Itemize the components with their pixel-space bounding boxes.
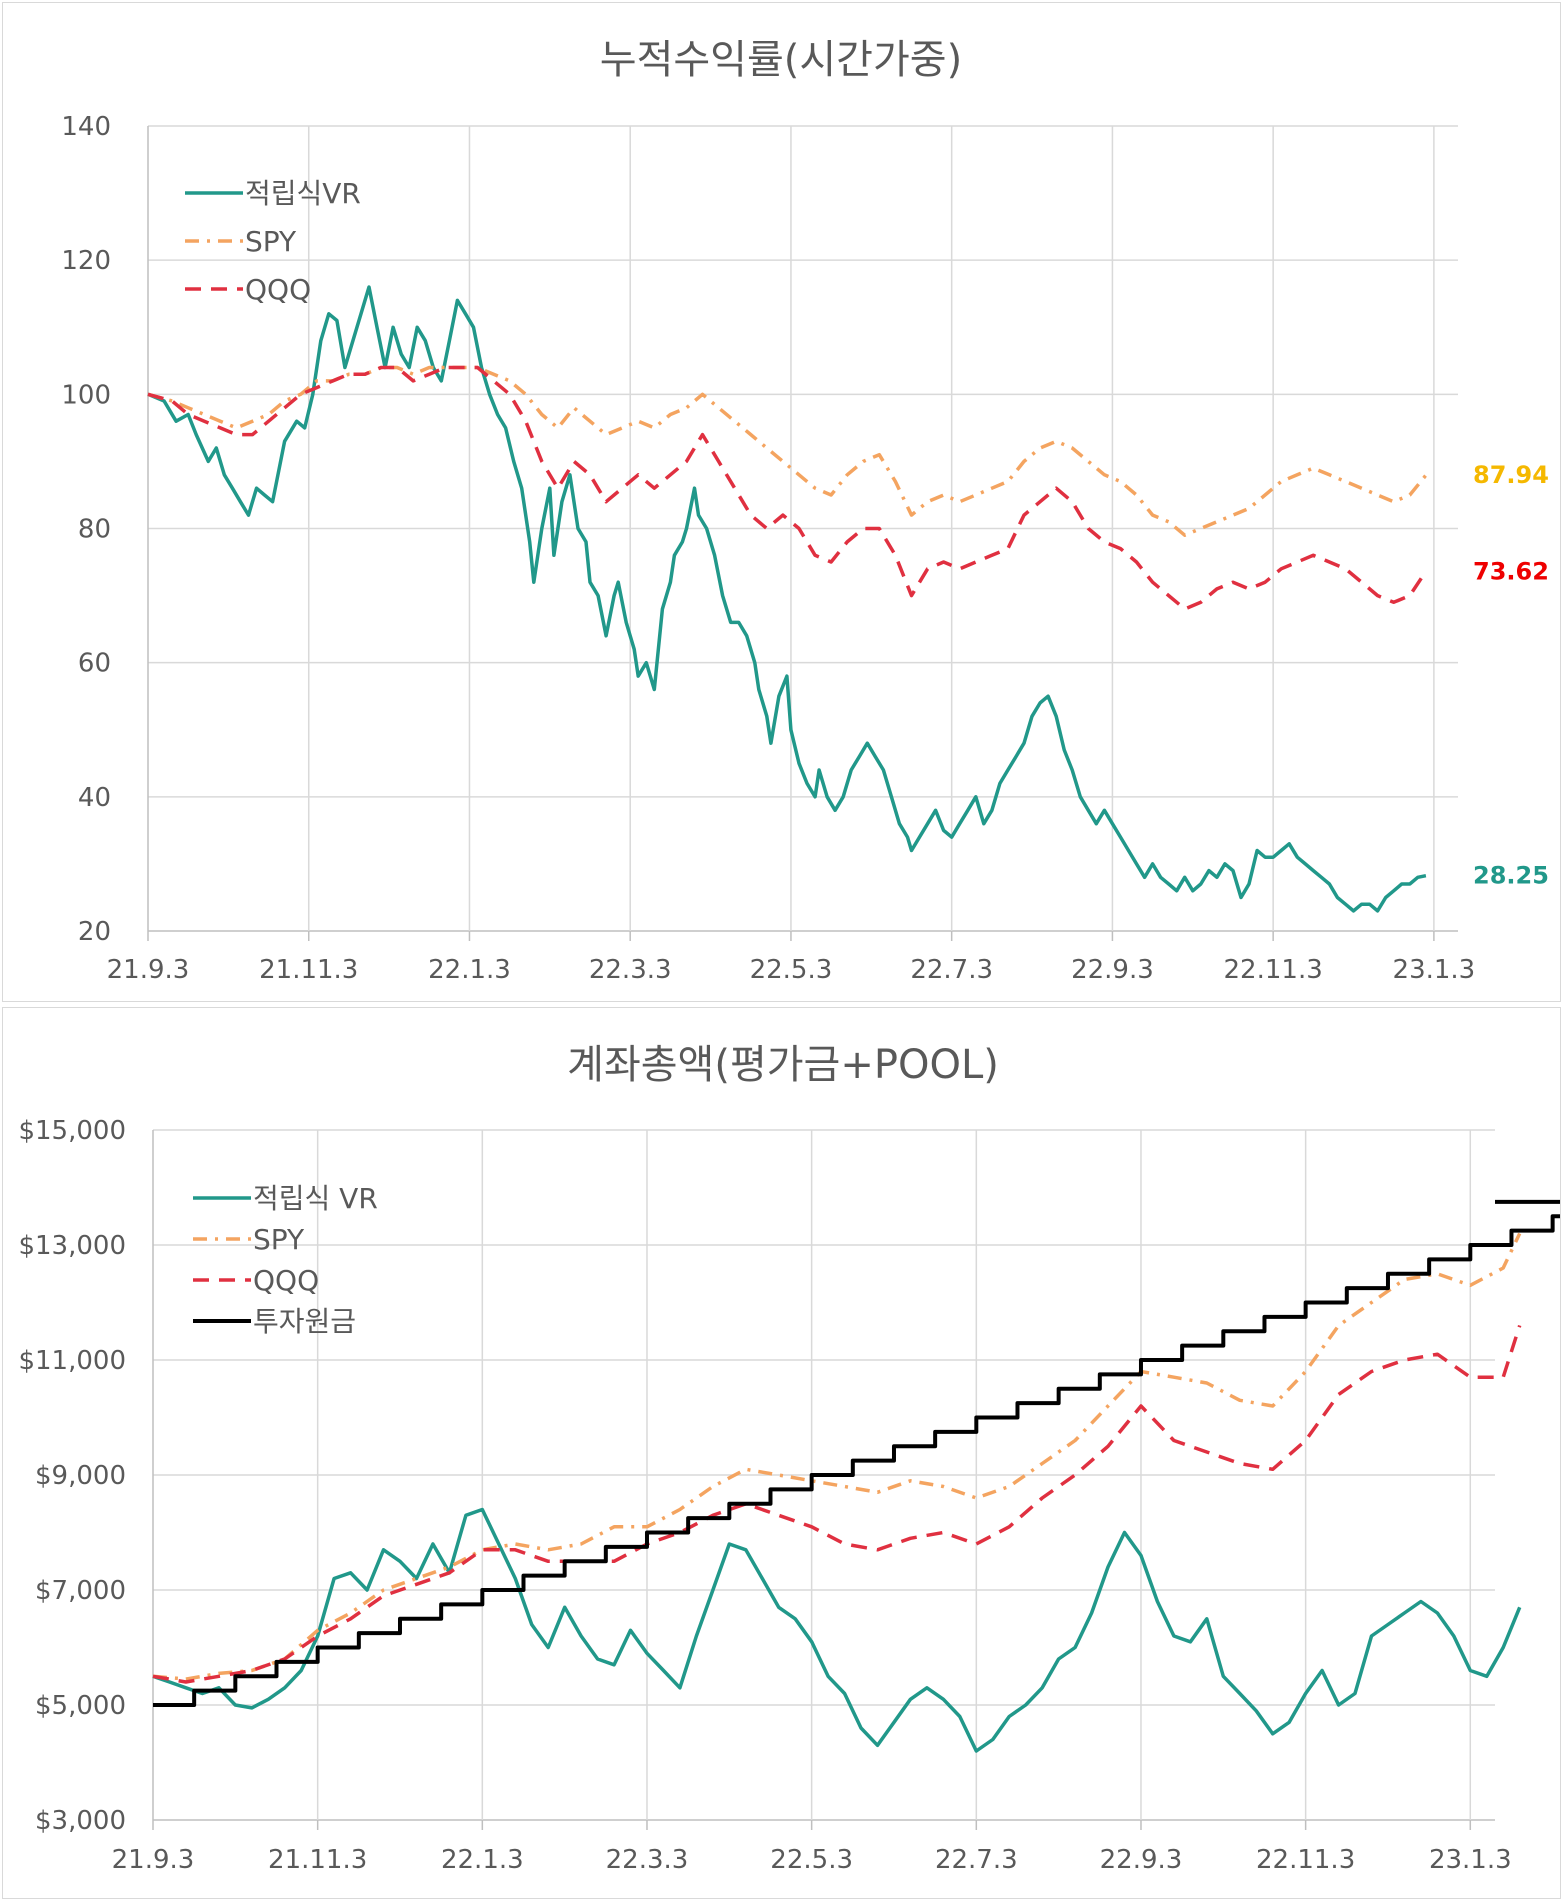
series-line-principal bbox=[153, 1199, 1560, 1707]
x-tick-label: 21.9.3 bbox=[107, 955, 190, 985]
x-tick-label: 22.11.3 bbox=[1256, 1845, 1355, 1875]
y-tick-label: 60 bbox=[78, 649, 111, 679]
x-tick-label: 22.1.3 bbox=[441, 1845, 524, 1875]
x-tick-label: 22.5.3 bbox=[770, 1845, 853, 1875]
chart-account-total: 계좌총액(평가금+POOL) $15,000 $13,000 $11,000 $9,00… bbox=[18, 1042, 1560, 1875]
y-tick-label: 120 bbox=[61, 246, 111, 276]
x-tick-label: 21.9.3 bbox=[112, 1845, 195, 1875]
x-tick-label: 22.3.3 bbox=[589, 955, 672, 985]
x-tick-label: 22.9.3 bbox=[1071, 955, 1154, 985]
y-tick-label: 100 bbox=[61, 380, 111, 410]
chart-title: 계좌총액(평가금+POOL) bbox=[567, 1042, 999, 1088]
series-end-label: 28.25 bbox=[1473, 862, 1549, 890]
y-tick-label: $7,000 bbox=[35, 1576, 126, 1606]
series-line-qqq bbox=[147, 365, 1428, 611]
x-tick-label: 21.11.3 bbox=[259, 955, 358, 985]
x-tick-label: 22.5.3 bbox=[750, 955, 833, 985]
x-tick-label: 22.1.3 bbox=[428, 955, 511, 985]
y-tick-label: 80 bbox=[78, 515, 111, 545]
x-tick-label: 23.1.3 bbox=[1429, 1845, 1512, 1875]
series-line-spy bbox=[152, 1232, 1522, 1681]
series-end-label: 73.62 bbox=[1473, 557, 1549, 585]
x-tick-label: 22.3.3 bbox=[606, 1845, 689, 1875]
legend-label: SPY bbox=[253, 1223, 305, 1256]
series-line-vr bbox=[152, 1507, 1522, 1753]
y-tick-label: 40 bbox=[78, 783, 111, 813]
y-tick-label: $5,000 bbox=[35, 1691, 126, 1721]
x-tick-label: 22.7.3 bbox=[935, 1845, 1018, 1875]
y-tick-label: $15,000 bbox=[18, 1116, 126, 1146]
legend-label: 적립식 VR bbox=[253, 1182, 378, 1215]
series-line-vr bbox=[147, 285, 1427, 913]
y-tick-label: $13,000 bbox=[18, 1231, 126, 1261]
legend-label: 적립식VR bbox=[245, 177, 361, 210]
chart-panel-account-total: 계좌총액(평가금+POOL) $15,000 $13,000 $11,000 $9,00… bbox=[2, 1007, 1561, 1899]
legend-label: 투자원금 bbox=[253, 1305, 356, 1338]
legend-label: SPY bbox=[245, 225, 297, 258]
series-end-label: 87.94 bbox=[1473, 461, 1549, 489]
y-tick-label: $11,000 bbox=[18, 1346, 126, 1376]
series-line-qqq bbox=[152, 1324, 1522, 1684]
x-tick-label: 22.11.3 bbox=[1224, 955, 1323, 985]
chart-panel-cumulative-return: 누적수익률(시간가중) 140 120 100 80 60 40 20 21.9.3 21.11.… bbox=[2, 2, 1561, 1002]
legend-label: QQQ bbox=[245, 273, 311, 306]
y-tick-label: $9,000 bbox=[35, 1461, 126, 1491]
y-tick-label: 140 bbox=[61, 112, 111, 142]
series-line-spy bbox=[147, 365, 1428, 537]
x-tick-label: 22.7.3 bbox=[910, 955, 993, 985]
chart-title: 누적수익률(시간가중) bbox=[600, 37, 962, 83]
chart-cumulative-return: 누적수익률(시간가중) 140 120 100 80 60 40 20 21.9.3 21.11.… bbox=[61, 37, 1549, 985]
y-tick-label: 20 bbox=[78, 917, 111, 947]
x-tick-label: 22.9.3 bbox=[1100, 1845, 1183, 1875]
x-tick-label: 21.11.3 bbox=[268, 1845, 367, 1875]
legend-label: QQQ bbox=[253, 1264, 319, 1297]
y-tick-label: $3,000 bbox=[35, 1806, 126, 1836]
x-tick-label: 23.1.3 bbox=[1393, 955, 1476, 985]
